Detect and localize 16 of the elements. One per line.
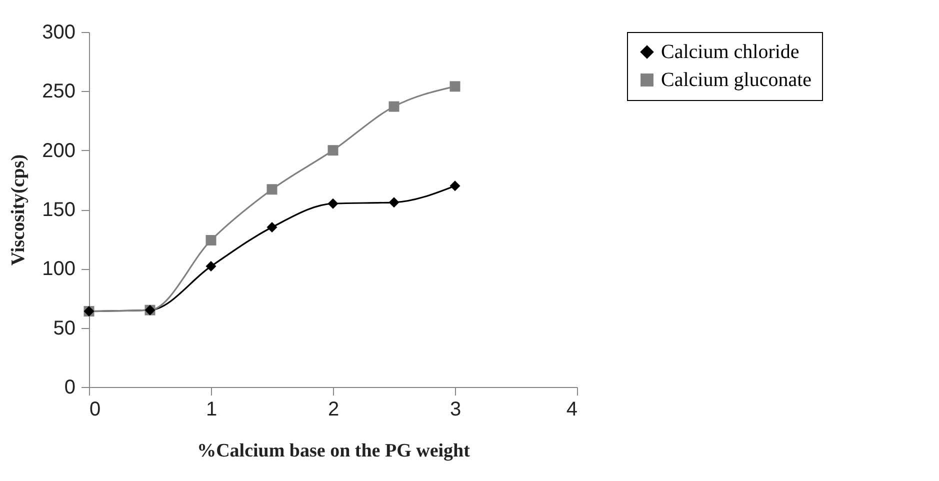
y-tick-label: 50 — [53, 317, 76, 340]
y-tick-label: 300 — [42, 22, 76, 44]
x-axis-title: %Calcium base on the PG weight — [197, 440, 471, 462]
x-tick-label: 2 — [328, 398, 340, 420]
y-tick-label: 0 — [64, 376, 76, 398]
y-axis-title: Viscosity(cps) — [8, 154, 30, 266]
x-tick-label: 4 — [566, 398, 578, 420]
x-tick-label: 3 — [450, 398, 462, 420]
y-tick-label: 150 — [42, 199, 76, 221]
y-tick-label: 200 — [42, 140, 76, 162]
legend-label: Calcium chloride — [661, 41, 800, 63]
y-tick-label: 250 — [42, 80, 76, 103]
y-tick-label: 100 — [42, 258, 76, 280]
x-tick-label: 0 — [90, 398, 101, 420]
legend-label: Calcium gluconate — [661, 69, 812, 91]
x-tick-label: 1 — [206, 398, 218, 420]
